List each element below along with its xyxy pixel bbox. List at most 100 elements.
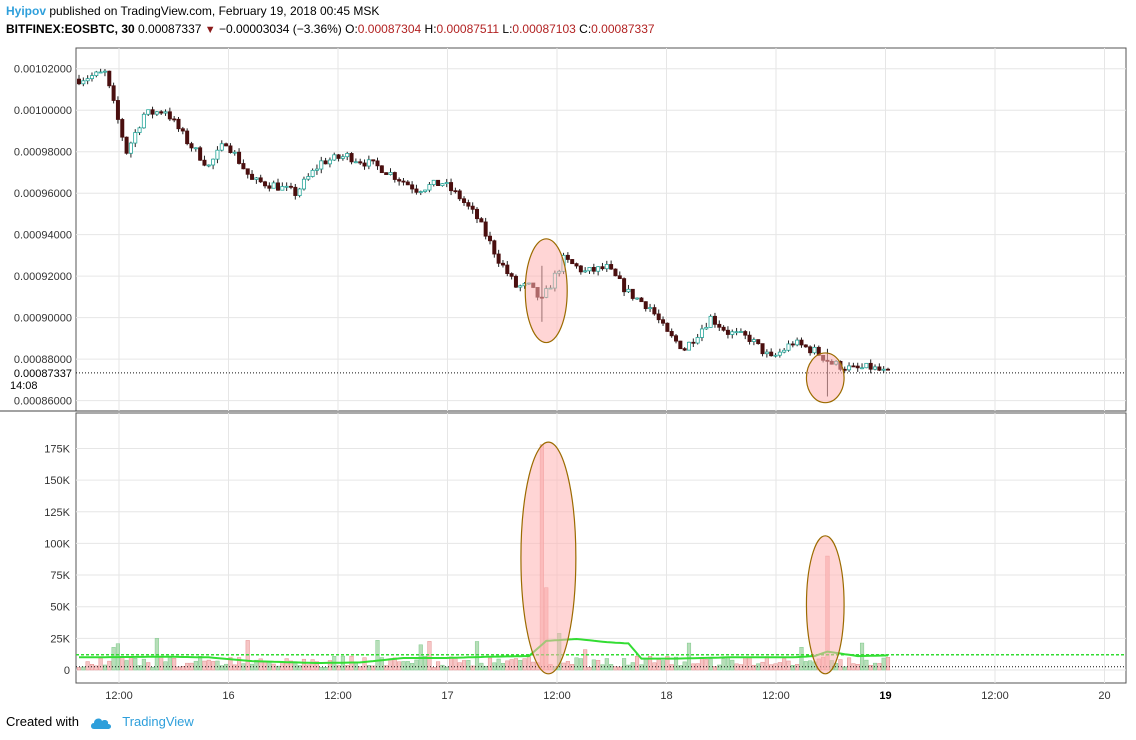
volume-bar xyxy=(838,659,843,671)
volume-bar xyxy=(336,665,341,671)
volume-axis-label: 175K xyxy=(44,443,70,455)
candle-down xyxy=(808,346,813,354)
price-pane-frame xyxy=(75,47,1127,412)
candle-down xyxy=(453,190,458,193)
volume-bar xyxy=(574,657,579,671)
volume-bar xyxy=(769,664,774,671)
candle-down xyxy=(462,198,467,203)
tradingview-link[interactable]: TradingView xyxy=(122,714,194,729)
candle-down xyxy=(167,111,172,120)
candle-up xyxy=(154,111,159,115)
volume-bar xyxy=(868,664,873,671)
volume-bar xyxy=(94,665,99,671)
price-axis-label: 0.00098000 xyxy=(14,147,72,159)
candle-down xyxy=(479,218,484,223)
volume-bar xyxy=(211,661,216,671)
candle-down xyxy=(851,365,856,368)
volume-bar xyxy=(513,658,518,671)
volume-bar xyxy=(440,664,445,671)
volume-bar xyxy=(401,661,406,671)
candle-up xyxy=(518,285,523,288)
candle-up xyxy=(146,109,151,115)
volume-bar xyxy=(864,659,869,671)
time-axis-label: 16 xyxy=(222,690,234,702)
candle-down xyxy=(799,339,804,346)
volume-bar xyxy=(730,659,735,671)
candle-down xyxy=(886,368,891,371)
volume-bar xyxy=(137,665,142,671)
current-price-label: 0.00087337 xyxy=(14,368,72,380)
candle-down xyxy=(674,335,679,342)
candle-down xyxy=(228,145,233,153)
candle-down xyxy=(371,159,376,162)
last-price: 0.00087337 xyxy=(138,22,202,36)
current-price-tag xyxy=(4,365,74,390)
candle-up xyxy=(319,160,324,170)
volume-bar xyxy=(288,660,294,671)
volume-bar xyxy=(665,656,670,671)
candle-up xyxy=(786,343,791,351)
volume-bar xyxy=(102,664,108,671)
candle-down xyxy=(656,313,661,321)
volume-bar xyxy=(635,656,640,671)
volume-bar xyxy=(764,656,769,671)
volume-bar xyxy=(466,660,471,671)
candle-down xyxy=(475,208,480,220)
volume-bar xyxy=(721,658,726,671)
price-axis-label: 0.00092000 xyxy=(14,271,72,283)
volume-bar xyxy=(358,666,363,671)
candle-down xyxy=(747,334,752,342)
candle-up xyxy=(583,270,588,273)
low-value: 0.00087103 xyxy=(512,22,576,36)
price-volume-chart[interactable]: 12:00 16 12:00 17 12:00 18 12:00 19 12:00 20 0.001… xyxy=(0,42,1136,708)
price-change: −0.00003034 (−3.36%) xyxy=(219,22,342,36)
volume-bar xyxy=(81,666,86,671)
candle-up xyxy=(133,132,138,144)
volume-bar xyxy=(712,666,718,671)
volume-bar xyxy=(660,660,666,671)
high-label: H: xyxy=(424,22,437,36)
volume-bar xyxy=(107,660,112,671)
volume-bar xyxy=(591,659,596,671)
publish-line: Hyipov published on TradingView.com, Feb… xyxy=(6,2,1126,20)
author-link[interactable]: Hyipov xyxy=(6,4,47,18)
candle-up xyxy=(98,71,103,74)
volume-bar xyxy=(786,660,791,671)
volume-bar xyxy=(790,665,795,671)
volume-bar xyxy=(306,664,311,671)
candle-down xyxy=(241,163,246,170)
candle-down xyxy=(721,326,726,331)
volume-bar xyxy=(578,658,583,671)
candle-down xyxy=(172,118,177,121)
volume-bar xyxy=(717,664,722,671)
volume-bar xyxy=(565,661,570,671)
volume-ma-line xyxy=(79,637,889,664)
price-axis-label: 0.00090000 xyxy=(14,313,72,325)
candle-down xyxy=(293,186,298,196)
candle-down xyxy=(336,154,341,159)
volume-highlight-ellipse xyxy=(805,535,845,675)
volume-bar xyxy=(384,665,389,671)
candle-up xyxy=(699,328,704,338)
chart-header: Hyipov published on TradingView.com, Feb… xyxy=(6,2,1126,39)
candle-up xyxy=(860,367,865,370)
volume-bar xyxy=(673,656,679,671)
time-axis-label: 12:00 xyxy=(981,690,1009,702)
volume-bar xyxy=(747,656,752,671)
candle-down xyxy=(150,109,155,115)
close-label: C: xyxy=(579,22,592,36)
candle-down xyxy=(643,301,648,310)
volume-bar xyxy=(725,657,730,671)
candle-down xyxy=(397,179,402,182)
volume-bar xyxy=(362,657,367,671)
candle-up xyxy=(301,178,306,190)
candle-up xyxy=(881,368,886,371)
volume-bar xyxy=(808,660,813,671)
volume-bar xyxy=(630,662,635,671)
volume-highlight-ellipse xyxy=(520,441,577,675)
volume-bar xyxy=(743,656,748,671)
volume-bar xyxy=(232,664,237,671)
volume-bar xyxy=(708,658,713,671)
candle-down xyxy=(276,182,281,191)
candle-down xyxy=(717,323,722,328)
